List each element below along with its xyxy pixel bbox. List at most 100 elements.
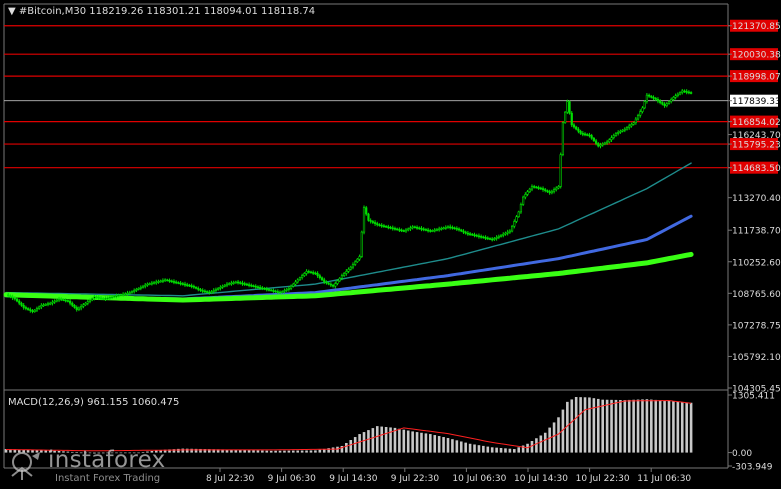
- time-tick-label: 9 Jul 06:30: [268, 474, 317, 484]
- candle-body: [610, 137, 613, 141]
- candle-body: [420, 228, 423, 230]
- candle-body: [183, 283, 187, 286]
- macd-histogram-bar: [636, 399, 640, 453]
- macd-histogram-bar: [596, 398, 600, 453]
- macd-histogram-bar: [601, 399, 604, 453]
- candle-body: [221, 285, 224, 288]
- candle-body: [179, 282, 182, 285]
- candle-body: [219, 286, 222, 289]
- macd-histogram-bar: [172, 449, 176, 453]
- candle-body: [678, 92, 682, 95]
- candle-body: [239, 282, 242, 284]
- candle-body: [453, 227, 456, 230]
- candle-body: [135, 289, 138, 291]
- macd-histogram-bar: [548, 427, 551, 453]
- candle-body: [307, 271, 310, 273]
- candle-body: [318, 275, 321, 279]
- candle-body: [325, 281, 328, 284]
- macd-histogram-bar: [101, 452, 105, 454]
- price-tick-label: 105792.10: [732, 353, 781, 363]
- price-tick-label: 120030.38: [732, 51, 781, 61]
- candle-body: [351, 264, 355, 268]
- candle-body: [9, 295, 12, 298]
- macd-histogram-bar: [592, 398, 596, 453]
- candle-body: [559, 154, 562, 187]
- candle-body: [689, 92, 693, 94]
- macd-histogram-bar: [451, 439, 454, 453]
- macd-histogram-bar: [398, 428, 401, 453]
- candle-body: [64, 299, 67, 302]
- macd-histogram-bar: [194, 448, 198, 453]
- candle-body: [117, 294, 120, 297]
- candle-body: [128, 292, 131, 294]
- candle-body: [440, 228, 443, 230]
- candle-body: [667, 101, 671, 104]
- candle-body: [493, 238, 496, 240]
- candle-body: [480, 236, 483, 238]
- candle-body: [104, 298, 107, 300]
- macd-histogram-bar: [654, 399, 658, 453]
- candle-body: [524, 194, 527, 198]
- candle-body: [146, 283, 149, 286]
- candle-body: [468, 233, 472, 235]
- macd-histogram-bar: [305, 450, 308, 453]
- macd-histogram-bar: [420, 432, 423, 453]
- candle-body: [194, 286, 198, 289]
- candle-body: [144, 284, 147, 287]
- macd-histogram-bar: [632, 399, 635, 453]
- macd-histogram-bar: [367, 430, 370, 453]
- macd-histogram-bar: [627, 399, 631, 453]
- candle-body: [360, 231, 363, 257]
- candle-body: [614, 133, 618, 136]
- macd-histogram-bar: [4, 449, 8, 453]
- candle-body: [462, 230, 465, 233]
- candle-body: [44, 303, 47, 306]
- candle-body: [124, 293, 127, 295]
- candle-body: [201, 290, 204, 292]
- candle-body: [301, 275, 304, 279]
- candle-body: [252, 285, 255, 287]
- candle-body: [654, 98, 657, 100]
- candle-body: [203, 290, 207, 293]
- candle-body: [550, 190, 553, 194]
- candle-body: [256, 286, 260, 289]
- macd-histogram-bar: [150, 451, 154, 453]
- candle-body: [568, 101, 571, 114]
- candle-body: [254, 285, 257, 288]
- candle-body: [71, 302, 74, 306]
- macd-histogram-bar: [468, 443, 472, 453]
- candle-body: [628, 125, 631, 128]
- macd-histogram-bar: [84, 452, 87, 454]
- price-tick-label: 118998.07: [732, 73, 781, 83]
- candle-body: [433, 229, 436, 232]
- candle-body: [475, 234, 478, 237]
- macd-histogram-bar: [539, 435, 543, 453]
- candle-body: [415, 227, 419, 229]
- candle-body: [97, 297, 100, 299]
- macd-histogram-bar: [88, 452, 92, 454]
- time-axis: 8 Jul 22:30 9 Jul 06:30 9 Jul 14:30 9 Jul 2…: [206, 468, 691, 484]
- candle-body: [460, 229, 463, 232]
- macd-histogram-bar: [641, 399, 644, 453]
- candle-body: [586, 134, 589, 136]
- candle-body: [517, 211, 520, 217]
- time-tick-label: 8 Jul 22:30: [206, 474, 255, 484]
- candle-body: [314, 272, 317, 275]
- time-tick-label: 9 Jul 22:30: [391, 474, 440, 484]
- macd-histogram-bar: [247, 450, 251, 453]
- candle-body: [26, 308, 30, 310]
- price-tick-label: 117839.33: [732, 97, 781, 107]
- macd-histogram-bar: [588, 397, 591, 453]
- macd-histogram-bar: [623, 400, 627, 453]
- candle-body: [62, 299, 65, 301]
- macd-panel: MACD(12,26,9) 961.155 1060.475: [4, 397, 693, 454]
- macd-histogram-bar: [106, 452, 109, 454]
- candle-body: [391, 227, 394, 230]
- candle-body: [234, 281, 237, 284]
- candle-body: [192, 285, 195, 288]
- candle-body: [636, 115, 640, 120]
- price-level-label-box: [730, 70, 778, 83]
- candle-body: [133, 290, 136, 292]
- macd-histogram-bar: [557, 417, 560, 453]
- candle-body: [555, 187, 558, 190]
